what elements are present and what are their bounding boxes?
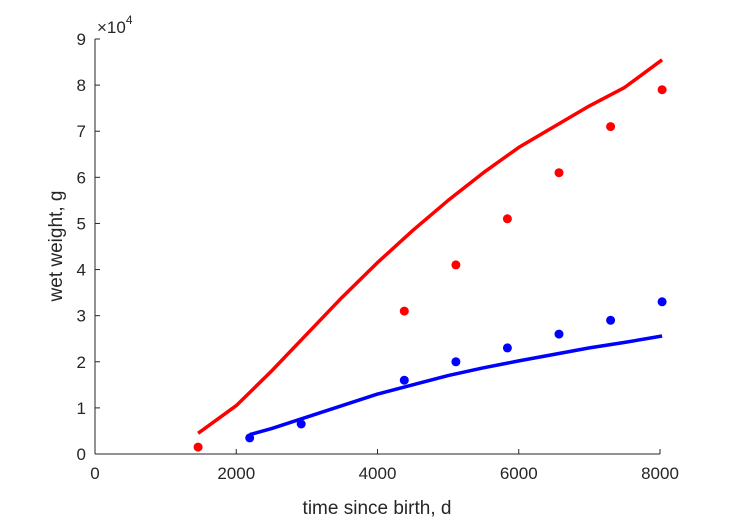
x-tick-label: 4000: [359, 464, 397, 483]
data-point: [554, 168, 564, 178]
y-tick-label: 8: [77, 76, 86, 95]
series-points: [193, 85, 667, 452]
data-point: [296, 419, 306, 429]
data-point: [399, 306, 409, 316]
plot-background: [95, 39, 660, 454]
fit-curve-3: [249, 334, 663, 437]
y-tick-label: 6: [77, 168, 86, 187]
y-tick-label: 7: [77, 122, 86, 141]
x-tick-label: 6000: [500, 464, 538, 483]
y-axis-title: wet weight, g: [46, 191, 67, 303]
data-point: [657, 297, 667, 307]
y-tick-label: 0: [77, 445, 86, 464]
x-tick-label: 2000: [217, 464, 255, 483]
y-ticks: 0 1 2 3 4 5 6 7 8 9: [77, 30, 100, 464]
fit-curve-2: [197, 58, 664, 435]
data-point: [554, 329, 564, 339]
data-point: [193, 442, 203, 452]
x-tick-label: 0: [90, 464, 99, 483]
series-lines: [197, 58, 664, 437]
y-exponent-base: ×10: [97, 18, 126, 37]
x-ticks: 0 2000 4000 6000 8000: [90, 449, 679, 483]
x-tick-label: 8000: [641, 464, 679, 483]
y-tick-label: 5: [77, 214, 86, 233]
data-point: [451, 260, 461, 270]
data-point: [502, 214, 512, 224]
y-tick-label: 3: [77, 307, 86, 326]
data-point: [399, 375, 409, 385]
y-tick-label: 4: [77, 261, 86, 280]
x-axis-title: time since birth, d: [303, 498, 452, 519]
data-point: [245, 433, 255, 443]
data-point: [657, 85, 667, 95]
y-exponent-label: ×104: [97, 13, 133, 37]
y-tick-label: 2: [77, 353, 86, 372]
data-point: [606, 122, 616, 132]
y-tick-label: 9: [77, 30, 86, 49]
data-point: [451, 357, 461, 367]
y-exponent-power: 4: [126, 13, 133, 27]
data-point: [502, 343, 512, 353]
y-tick-label: 1: [77, 399, 86, 418]
data-point: [606, 315, 616, 325]
